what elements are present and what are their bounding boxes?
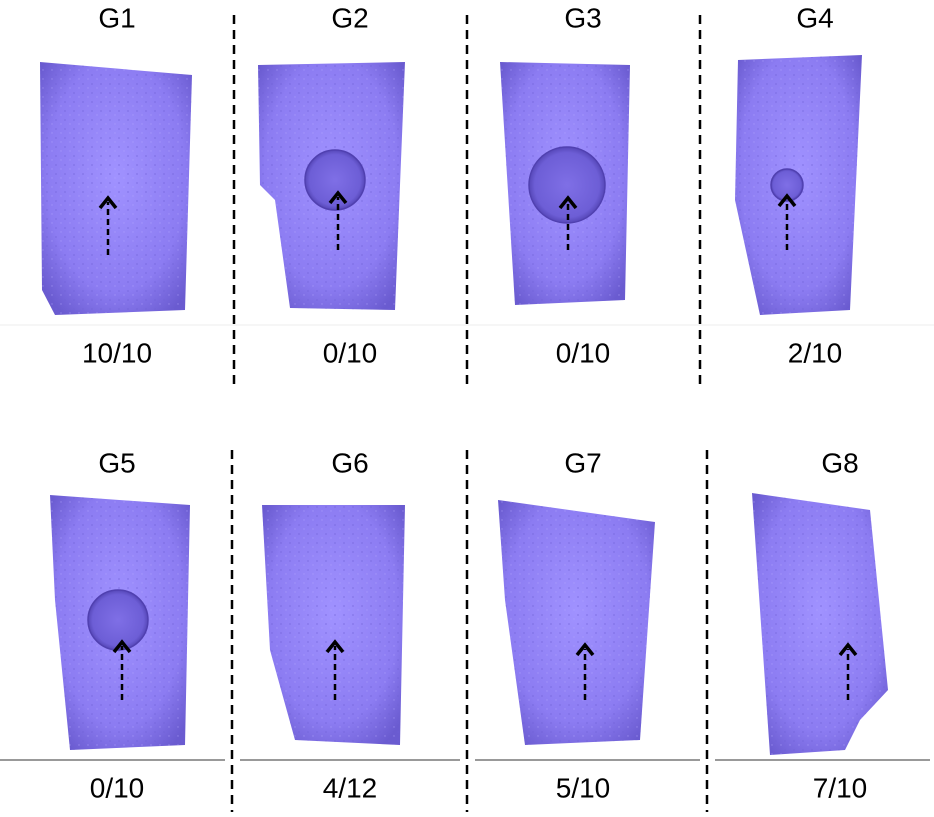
score-label: 7/10	[813, 772, 868, 803]
group-label: G3	[564, 2, 601, 33]
panel: G8 7/10	[752, 447, 888, 803]
score-label: 0/10	[90, 772, 145, 803]
figure: G1 10/10 G2 0/10 G3 0/10 G4 2/10 G5 0/10 G6 4/12 G7 5…	[0, 0, 934, 812]
score-label: 0/10	[323, 337, 378, 368]
bone-texture	[752, 493, 888, 755]
panel: G3 0/10	[500, 2, 630, 368]
score-label: 10/10	[82, 337, 152, 368]
bone-texture	[498, 500, 655, 745]
defect	[529, 147, 605, 223]
group-label: G4	[796, 2, 833, 33]
score-label: 2/10	[788, 337, 843, 368]
group-label: G8	[821, 447, 858, 478]
panel: G4 2/10	[735, 2, 862, 368]
group-label: G5	[98, 447, 135, 478]
panel: G6 4/12	[262, 447, 405, 803]
group-label: G2	[331, 2, 368, 33]
group-label: G6	[331, 447, 368, 478]
defect	[305, 150, 365, 210]
group-label: G7	[564, 447, 601, 478]
group-label: G1	[98, 2, 135, 33]
panel: G2 0/10	[258, 2, 405, 368]
panel: G5 0/10	[50, 447, 190, 803]
bone-texture	[40, 62, 192, 315]
defect	[88, 590, 148, 650]
score-label: 4/12	[323, 772, 378, 803]
score-label: 5/10	[556, 772, 611, 803]
score-label: 0/10	[556, 337, 611, 368]
bone-texture	[262, 505, 405, 745]
panel: G1 10/10	[40, 2, 192, 368]
panel: G7 5/10	[498, 447, 655, 803]
